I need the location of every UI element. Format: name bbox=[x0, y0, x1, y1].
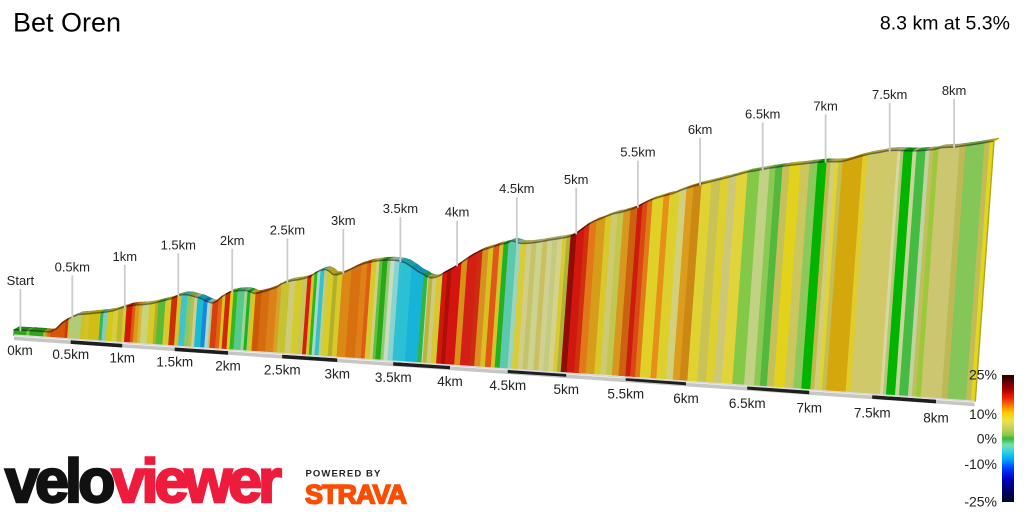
svg-text:8.3 km at 5.3%: 8.3 km at 5.3% bbox=[880, 13, 1010, 35]
svg-text:0.5km: 0.5km bbox=[52, 347, 89, 362]
svg-text:25%: 25% bbox=[969, 367, 997, 383]
svg-text:veloviewer: veloviewer bbox=[5, 447, 281, 512]
svg-text:3.5km: 3.5km bbox=[383, 201, 418, 216]
svg-text:STRAVA: STRAVA bbox=[305, 480, 406, 510]
svg-text:8km: 8km bbox=[923, 410, 949, 425]
svg-text:8km: 8km bbox=[942, 83, 967, 98]
svg-text:4km: 4km bbox=[445, 205, 470, 220]
svg-text:2km: 2km bbox=[215, 358, 241, 373]
svg-text:5.5km: 5.5km bbox=[607, 386, 644, 401]
svg-text:1.5km: 1.5km bbox=[156, 355, 193, 370]
svg-text:4.5km: 4.5km bbox=[499, 181, 534, 196]
svg-text:6km: 6km bbox=[688, 122, 713, 137]
svg-text:0.5km: 0.5km bbox=[55, 259, 90, 274]
svg-text:5.5km: 5.5km bbox=[620, 145, 655, 160]
svg-text:7km: 7km bbox=[813, 98, 838, 113]
svg-text:0km: 0km bbox=[7, 343, 33, 358]
svg-text:1.5km: 1.5km bbox=[161, 237, 196, 252]
svg-text:5km: 5km bbox=[553, 382, 579, 397]
svg-text:6km: 6km bbox=[673, 391, 699, 406]
svg-text:3.5km: 3.5km bbox=[375, 370, 412, 385]
svg-text:2.5km: 2.5km bbox=[270, 222, 305, 237]
svg-text:POWERED BY: POWERED BY bbox=[306, 469, 382, 480]
svg-text:7km: 7km bbox=[796, 401, 822, 416]
svg-text:-10%: -10% bbox=[964, 456, 997, 472]
svg-text:1km: 1km bbox=[113, 249, 138, 264]
svg-text:2km: 2km bbox=[220, 233, 245, 248]
svg-text:6.5km: 6.5km bbox=[729, 396, 766, 411]
svg-text:4.5km: 4.5km bbox=[489, 378, 526, 393]
svg-text:7.5km: 7.5km bbox=[872, 87, 907, 102]
svg-text:3km: 3km bbox=[331, 213, 356, 228]
svg-text:-25%: -25% bbox=[964, 494, 997, 510]
svg-text:5km: 5km bbox=[564, 172, 589, 187]
svg-text:Bet Oren: Bet Oren bbox=[13, 8, 121, 38]
svg-text:10%: 10% bbox=[969, 406, 997, 422]
svg-text:0%: 0% bbox=[977, 431, 997, 447]
svg-text:1km: 1km bbox=[109, 351, 135, 366]
svg-text:Start: Start bbox=[7, 273, 35, 288]
svg-text:2.5km: 2.5km bbox=[264, 362, 301, 377]
svg-text:7.5km: 7.5km bbox=[854, 406, 891, 421]
svg-text:3km: 3km bbox=[324, 366, 350, 381]
svg-text:4km: 4km bbox=[437, 374, 463, 389]
svg-text:6.5km: 6.5km bbox=[745, 107, 780, 122]
